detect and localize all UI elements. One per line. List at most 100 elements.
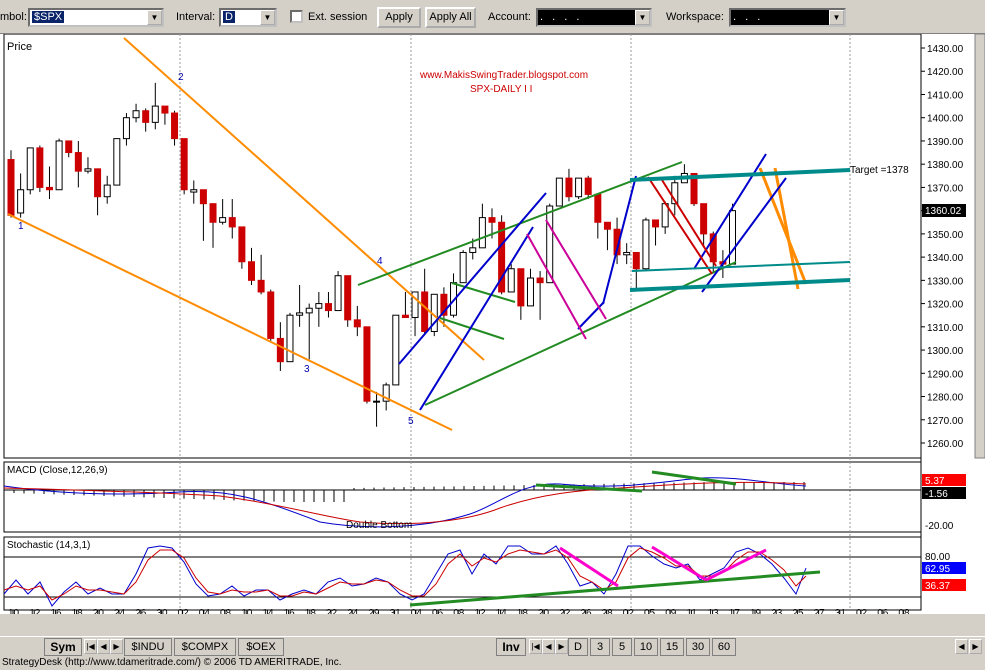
tab-scroll-first-icon[interactable]: |◀ <box>84 639 97 654</box>
green-flag-bottom <box>439 317 505 340</box>
x-tick-label: 26 <box>580 608 592 614</box>
workspace-combo[interactable]: . . . ▼ <box>729 8 846 27</box>
teal-support-low <box>629 278 851 292</box>
x-tick-label: 08 <box>220 608 232 614</box>
candle-body <box>517 268 525 307</box>
scroll-right-icon[interactable]: ▶ <box>969 639 982 654</box>
orange-downtrend-lower <box>7 213 453 431</box>
tab-interval-3[interactable]: 3 <box>590 638 610 656</box>
y-tick-label: 1350.00 <box>927 230 964 241</box>
tab-interval-5[interactable]: 5 <box>612 638 632 656</box>
x-tick-label: 22 <box>559 608 571 614</box>
watermark-title: SPX-DAILY I I <box>470 84 532 95</box>
candle-body <box>507 268 515 293</box>
interval-scroll-next-icon[interactable]: ▶ <box>555 639 568 654</box>
chevron-down-icon[interactable]: ▼ <box>260 10 275 25</box>
stoch-panel <box>3 536 922 611</box>
blue-up-3 <box>602 175 637 305</box>
x-tick-label: 31 <box>835 608 847 614</box>
x-tick-label: 18 <box>305 608 317 614</box>
tab-inv[interactable]: Inv <box>496 638 526 656</box>
x-axis: 10 12 16 18 20 24 26 30 02 04 08 10 14 16 18 22 24 29 31 04… <box>8 608 910 614</box>
y-tick-label: 1400.00 <box>927 114 964 125</box>
tab-interval-60[interactable]: 60 <box>712 638 736 656</box>
tab-interval-15[interactable]: 15 <box>660 638 684 656</box>
tab-interval-30[interactable]: 30 <box>686 638 710 656</box>
candle-body <box>103 184 111 198</box>
candle-body <box>373 400 381 403</box>
wave-label-3: 3 <box>304 364 310 375</box>
vertical-scrollbar[interactable] <box>974 34 985 459</box>
stoch-value1: 62.95 <box>925 564 950 575</box>
stoch-magenta-2 <box>651 545 707 582</box>
candle-body <box>296 312 304 316</box>
macd-label: MACD (Close,12,26,9) <box>7 465 108 476</box>
candle-body <box>594 193 602 223</box>
candle-body <box>671 182 679 205</box>
tab-symbol-oex[interactable]: $OEX <box>238 638 284 656</box>
candle-body <box>344 275 352 321</box>
tab-symbol-compx[interactable]: $COMPX <box>174 638 236 656</box>
magenta-down-2 <box>545 219 607 320</box>
current-price-value: 1360.02 <box>925 206 962 217</box>
tab-scroll-prev-icon[interactable]: ◀ <box>97 639 110 654</box>
tab-interval-10[interactable]: 10 <box>634 638 658 656</box>
x-tick-label: 11 <box>686 608 697 614</box>
x-tick-label: 13 <box>708 608 720 614</box>
chevron-down-icon[interactable]: ▼ <box>829 10 844 25</box>
apply-all-button[interactable]: Apply All <box>425 7 476 28</box>
apply-button[interactable]: Apply <box>377 7 421 28</box>
tab-interval-D[interactable]: D <box>568 638 588 656</box>
x-tick-label: 10 <box>8 608 20 614</box>
x-tick-label: 08 <box>898 608 910 614</box>
candle-body <box>652 219 660 228</box>
stoch-value1-tag <box>922 562 966 574</box>
interval-scroll-prev-icon[interactable]: ◀ <box>542 639 555 654</box>
x-tick-label: 28 <box>602 608 614 614</box>
scroll-left-icon[interactable]: ◀ <box>955 639 968 654</box>
candle-body <box>7 159 15 216</box>
tab-symbol-indu[interactable]: $INDU <box>124 638 172 656</box>
candles <box>7 82 736 427</box>
chart-area[interactable]: 1430.00 1420.00 1410.00 1400.00 1390.00 1380.… <box>0 34 985 614</box>
tab-sym[interactable]: Sym <box>44 638 82 656</box>
red-down-2 <box>661 179 717 267</box>
chevron-down-icon[interactable]: ▼ <box>147 10 162 25</box>
macd-value2-tag <box>922 487 966 499</box>
candle-body <box>469 247 477 253</box>
y-tick-label: 1340.00 <box>927 253 964 264</box>
chevron-down-icon[interactable]: ▼ <box>635 10 650 25</box>
interval-value: D <box>223 11 235 23</box>
interval-combo[interactable]: D ▼ <box>219 8 277 27</box>
blue-down-1 <box>577 301 605 330</box>
stoch-value2-tag <box>922 579 966 591</box>
stoch-label: Stochastic (14,3,1) <box>7 540 90 551</box>
x-tick-label: 12 <box>474 608 486 614</box>
tab-scroll-next-icon[interactable]: ▶ <box>110 639 123 654</box>
symbol-value: $SPX <box>32 11 65 23</box>
chart-canvas[interactable]: 1430.001420.001410.001400.001390.001380.… <box>0 34 985 614</box>
y-tick-label: 1270.00 <box>927 416 964 427</box>
candle-body <box>257 279 265 293</box>
stoch-support-line <box>409 570 821 607</box>
x-tick-label: 16 <box>284 608 296 614</box>
x-tick-label: 02 <box>856 608 868 614</box>
teal-support-mid <box>631 261 851 272</box>
x-tick-label: 20 <box>538 608 550 614</box>
macd-value2: -1.56 <box>925 489 948 500</box>
account-combo[interactable]: . . . . ▼ <box>536 8 652 27</box>
x-tick-label: 24 <box>114 608 126 614</box>
x-tick-label: 12 <box>29 608 41 614</box>
candle-body <box>546 205 554 284</box>
candle-body <box>536 277 544 284</box>
symbol-combo[interactable]: $SPX ▼ <box>28 8 164 27</box>
stoch-k-line <box>3 545 807 607</box>
interval-scroll-first-icon[interactable]: |◀ <box>529 639 542 654</box>
ext-session-checkbox[interactable] <box>290 10 303 23</box>
status-bar: StrategyDesk (http://www.tdameritrade.co… <box>0 656 985 670</box>
y-tick-label: 1280.00 <box>927 393 964 404</box>
candle-body <box>575 177 583 198</box>
x-tick-label: 25 <box>792 608 804 614</box>
candle-body <box>642 219 650 270</box>
y-tick-label: 1300.00 <box>927 346 964 357</box>
